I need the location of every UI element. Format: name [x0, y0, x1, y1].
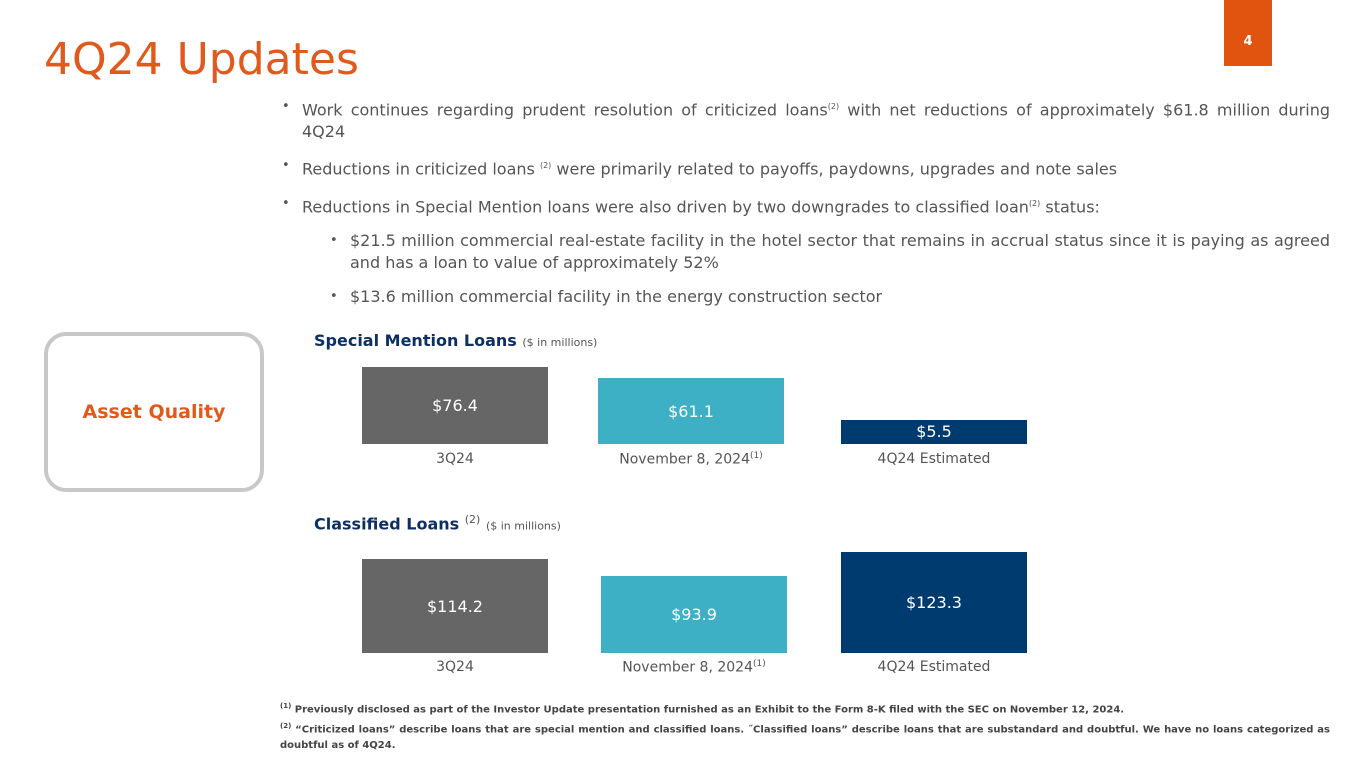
footnote-1: (1) Previously disclosed as part of the …	[280, 698, 1330, 718]
bullet-list: Work continues regarding prudent resolut…	[282, 96, 1330, 320]
category-text: November 8, 2024	[619, 451, 750, 468]
unit-note: ($ in millions)	[485, 519, 561, 533]
footnote-text: “Criticized loans” describe loans that a…	[280, 724, 1330, 752]
bullet-text: Work continues regarding prudent resolut…	[302, 100, 828, 120]
category-label: 3Q24	[362, 659, 548, 675]
data-label: $61.1	[668, 401, 714, 421]
bar: $114.2	[362, 559, 548, 653]
bar: $61.1	[598, 378, 784, 444]
category-label: 3Q24	[362, 451, 548, 467]
bullet: Work continues regarding prudent resolut…	[282, 96, 1330, 143]
bar: $5.5	[841, 419, 1027, 444]
bar: $76.4	[362, 366, 548, 444]
footnote-2: (2) “Criticized loans” describe loans th…	[280, 718, 1330, 754]
chart-title-special-mention: Special Mention Loans ($ in millions)	[314, 331, 597, 350]
sub-bullet: $21.5 million commercial real-estate fac…	[330, 230, 1330, 274]
category-label: 4Q24 Estimated	[841, 659, 1027, 675]
data-label: $114.2	[427, 596, 483, 616]
chart-title-text: Classified Loans	[314, 514, 460, 534]
bullet-text: Reductions in Special Mention loans were…	[302, 196, 1029, 216]
footnote-ref: (2)	[464, 513, 481, 526]
page-title: 4Q24 Updates	[44, 34, 359, 85]
chart-title-text: Special Mention Loans	[314, 331, 517, 350]
bar: $93.9	[601, 576, 787, 653]
footnote-text: Previously disclosed as part of the Inve…	[291, 704, 1125, 716]
footnote-ref: (1)	[749, 451, 763, 461]
category-text: 4Q24 Estimated	[877, 659, 991, 675]
data-label: $76.4	[432, 395, 478, 415]
chart-title-classified: Classified Loans (2) ($ in millions)	[314, 513, 561, 533]
data-label: $123.3	[906, 592, 962, 612]
unit-note: ($ in millions)	[522, 336, 598, 349]
bullet: Reductions in Special Mention loans were…	[282, 193, 1330, 218]
category-label: November 8, 2024(1)	[598, 451, 784, 468]
footnote-marker: (1)	[280, 702, 292, 710]
category-text: November 8, 2024	[622, 659, 753, 676]
bullet-text: Reductions in criticized loans	[302, 159, 540, 179]
category-label: 4Q24 Estimated	[841, 451, 1027, 467]
bullet-text: were primarily related to payoffs, paydo…	[551, 159, 1118, 179]
footnote-ref: (1)	[752, 659, 766, 669]
data-label: $93.9	[671, 604, 717, 624]
page-number: 4	[1224, 0, 1272, 66]
bullet-text: status:	[1040, 196, 1100, 216]
footnote-marker: (2)	[280, 722, 292, 730]
footnote-ref: (2)	[827, 102, 840, 111]
sub-bullet: $13.6 million commercial facility in the…	[330, 286, 1330, 308]
bullet-text: with net reductions of approximately $61…	[302, 100, 1330, 142]
category-text: 4Q24 Estimated	[877, 451, 991, 467]
section-label: Asset Quality	[82, 401, 226, 423]
category-label: November 8, 2024(1)	[601, 659, 787, 676]
footnote-ref: (2)	[1028, 198, 1041, 208]
section-label-box: Asset Quality	[44, 332, 264, 492]
category-text: 3Q24	[436, 659, 474, 675]
bar: $123.3	[841, 551, 1027, 653]
category-text: 3Q24	[436, 451, 474, 467]
data-label: $5.5	[916, 422, 952, 442]
bullet: Reductions in criticized loans (2) were …	[282, 155, 1330, 180]
footnote-ref: (2)	[539, 161, 552, 171]
